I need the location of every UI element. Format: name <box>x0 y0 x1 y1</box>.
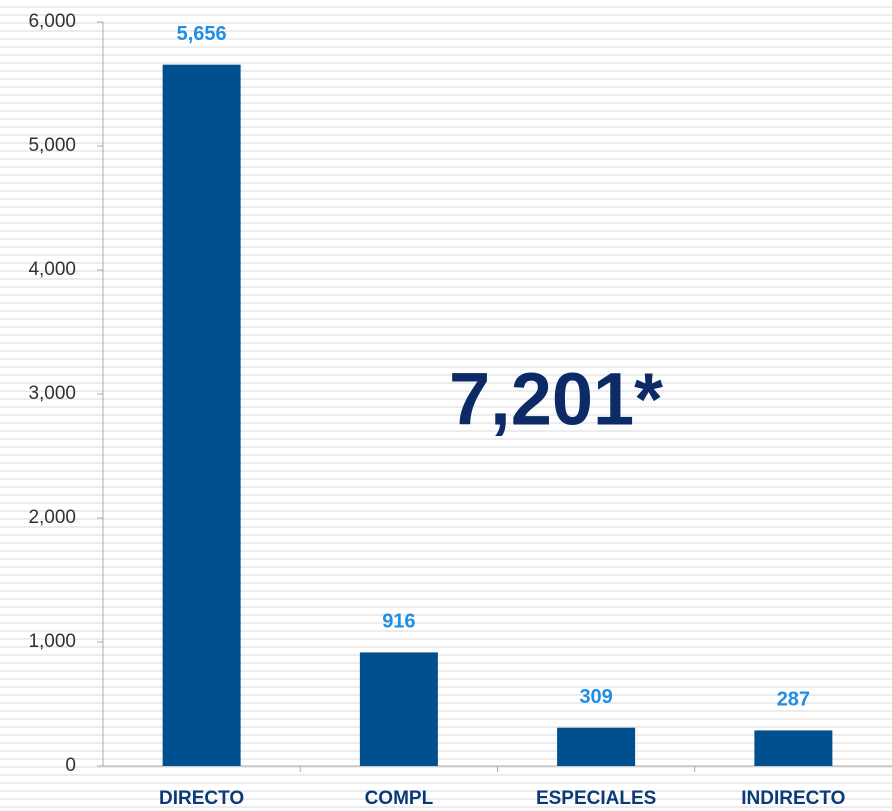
value-label: 309 <box>579 686 612 708</box>
x-tick-label: DIRECTO <box>159 788 244 809</box>
y-tick-label: 0 <box>65 755 76 776</box>
y-tick-label: 5,000 <box>28 135 76 156</box>
value-label: 5,656 <box>177 23 227 45</box>
bar <box>359 652 438 766</box>
y-tick-label: 2,000 <box>28 507 76 528</box>
total-annotation: 7,201* <box>449 358 663 441</box>
value-label: 287 <box>777 689 810 711</box>
x-tick-label: INDIRECTO <box>741 788 845 809</box>
y-tick-label: 4,000 <box>28 259 76 280</box>
value-label: 916 <box>382 611 415 633</box>
y-tick-label: 1,000 <box>28 631 76 652</box>
y-tick-label: 6,000 <box>28 11 76 32</box>
bar <box>754 730 833 766</box>
bar <box>557 727 636 766</box>
x-tick-label: COMPL <box>365 788 434 809</box>
x-tick-label: ESPECIALES <box>536 788 656 809</box>
bar <box>162 64 241 766</box>
y-tick-label: 3,000 <box>28 383 76 404</box>
